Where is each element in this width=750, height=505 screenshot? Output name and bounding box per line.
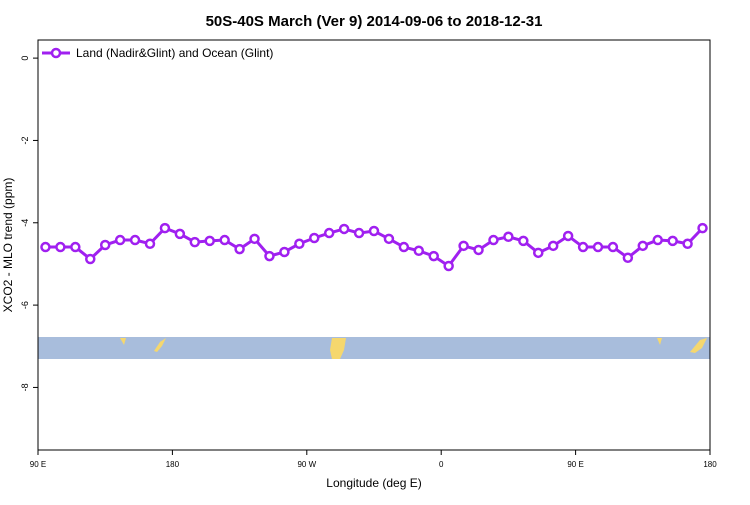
data-point — [249, 233, 260, 245]
data-point — [682, 238, 693, 250]
data-point — [279, 246, 290, 258]
x-axis-label: Longitude (deg E) — [326, 476, 421, 490]
data-point — [697, 222, 708, 234]
y-tick-label: -6 — [20, 301, 30, 309]
data-point — [55, 241, 66, 253]
data-point — [70, 241, 81, 253]
x-tick-label: 90 E — [567, 460, 583, 469]
data-point — [622, 252, 634, 264]
plot-frame — [37, 39, 711, 451]
legend-label: Land (Nadir&Glint) and Ocean (Glint) — [76, 46, 273, 60]
data-point — [533, 247, 544, 259]
y-tick-label: 0 — [20, 56, 30, 61]
data-point — [398, 241, 410, 253]
data-point — [667, 235, 678, 247]
data-point — [114, 234, 126, 246]
legend-marker — [50, 47, 62, 59]
data-point — [159, 222, 171, 234]
map-strip — [38, 337, 710, 359]
data-point — [189, 236, 201, 248]
data-point — [443, 260, 454, 272]
data-point — [562, 230, 574, 242]
data-point — [294, 238, 305, 250]
data-point — [577, 241, 589, 253]
data-point — [309, 232, 320, 244]
x-tick-label: 180 — [166, 460, 180, 469]
data-point — [592, 241, 604, 253]
data-point — [338, 223, 350, 235]
data-point — [503, 231, 514, 243]
data-point — [458, 240, 469, 252]
data-point — [428, 250, 439, 262]
data-point — [383, 233, 395, 245]
data-point — [129, 234, 141, 246]
data-point — [607, 241, 619, 253]
data-point — [323, 227, 335, 239]
data-point — [488, 234, 499, 246]
data-point — [264, 250, 275, 262]
data-point — [473, 244, 484, 256]
data-point — [219, 234, 230, 246]
y-tick-label: -8 — [20, 383, 30, 391]
legend: Land (Nadir&Glint) and Ocean (Glint) — [42, 46, 273, 60]
data-point — [144, 238, 156, 250]
data-point — [353, 227, 365, 239]
data-point — [637, 240, 649, 252]
data-point — [85, 253, 96, 265]
data-point — [234, 243, 245, 255]
data-point — [174, 228, 186, 240]
data-point — [547, 240, 559, 252]
data-point — [40, 241, 51, 253]
x-tick-label: 180 — [703, 460, 717, 469]
y-tick-label: -2 — [20, 136, 30, 144]
y-axis-label: XCO2 - MLO trend (ppm) — [1, 178, 15, 313]
x-tick-label: 90 W — [297, 460, 316, 469]
y-tick-label: -4 — [20, 219, 30, 227]
x-tick-label: 90 E — [30, 460, 46, 469]
data-point — [99, 239, 111, 251]
x-tick-label: 0 — [439, 460, 444, 469]
chart-title: 50S-40S March (Ver 9) 2014-09-06 to 2018… — [206, 13, 543, 30]
data-point — [652, 234, 663, 246]
data-point — [368, 225, 380, 237]
data-point — [518, 235, 529, 247]
data-point — [413, 245, 425, 257]
data-point — [204, 235, 215, 247]
